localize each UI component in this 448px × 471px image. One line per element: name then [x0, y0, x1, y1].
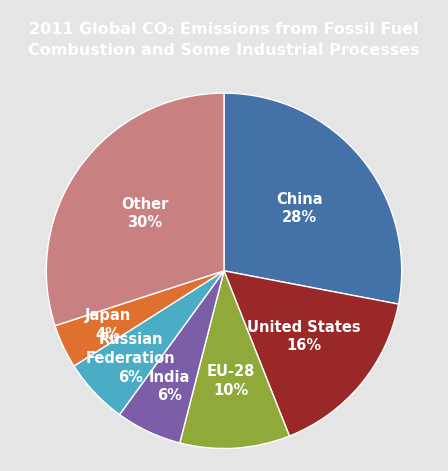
Text: China
28%: China 28%: [276, 192, 323, 225]
Wedge shape: [180, 271, 289, 448]
Text: United States
16%: United States 16%: [246, 320, 360, 353]
Text: EU-28
10%: EU-28 10%: [207, 364, 255, 398]
Wedge shape: [55, 271, 224, 366]
Text: Japan
4%: Japan 4%: [85, 309, 131, 342]
Wedge shape: [46, 93, 224, 326]
Wedge shape: [120, 271, 224, 443]
Wedge shape: [224, 93, 402, 304]
Text: 2011 Global CO₂ Emissions from Fossil Fuel
Combustion and Some Industrial Proces: 2011 Global CO₂ Emissions from Fossil Fu…: [28, 22, 420, 58]
Text: India
6%: India 6%: [149, 370, 190, 403]
Text: Russian
Federation
6%: Russian Federation 6%: [86, 333, 176, 384]
Wedge shape: [224, 271, 399, 436]
Wedge shape: [74, 271, 224, 414]
Text: Other
30%: Other 30%: [121, 196, 168, 230]
